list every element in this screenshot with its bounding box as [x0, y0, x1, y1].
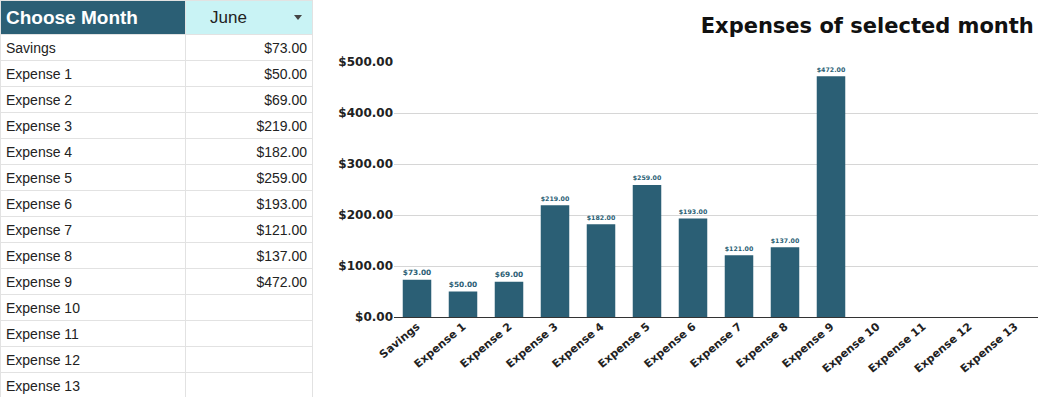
- html-text:Expense 4: Expense 4: [6, 143, 73, 160]
- svg-text:$500.00: $500.00: [338, 55, 393, 69]
- svg-text:Expense 2: Expense 2: [458, 320, 515, 371]
- html-text:Expense 5: Expense 5: [6, 169, 73, 186]
- svg-text:Expense 8: Expense 8: [734, 320, 791, 371]
- svg-text:Expenses of selected month: Expenses of selected month: [701, 14, 1034, 38]
- html-text:Expense 7: Expense 7: [6, 221, 73, 238]
- svg-text:$100.00: $100.00: [338, 259, 393, 273]
- html-text:Expense 1: Expense 1: [6, 65, 73, 82]
- html-text:$182.00: $182.00: [256, 143, 307, 160]
- svg-text:Expense 4: Expense 4: [550, 320, 607, 371]
- svg-text:$193.00: $193.00: [679, 208, 708, 215]
- html-text:Expense 12: Expense 12: [6, 351, 80, 368]
- svg-text:$200.00: $200.00: [338, 208, 393, 222]
- html-text:Expense 6: Expense 6: [6, 195, 73, 212]
- svg-text:$182.00: $182.00: [587, 214, 616, 221]
- svg-text:Savings: Savings: [377, 320, 423, 361]
- svg-text:Expense 6: Expense 6: [642, 320, 699, 371]
- html-text:Choose Month: Choose Month: [6, 6, 138, 28]
- html-text:$50.00: $50.00: [264, 65, 307, 82]
- svg-text:Expense 11: Expense 11: [866, 320, 929, 376]
- svg-text:$121.00: $121.00: [725, 245, 754, 252]
- html-text:$259.00: $259.00: [256, 169, 307, 186]
- html-text:$193.00: $193.00: [256, 195, 307, 212]
- svg-text:Expense 7: Expense 7: [688, 320, 745, 371]
- html-text:$121.00: $121.00: [256, 221, 307, 238]
- svg-text:$472.00: $472.00: [817, 66, 846, 73]
- html-text:June: June: [210, 7, 247, 27]
- html-text:$137.00: $137.00: [256, 247, 307, 264]
- svg-text:$400.00: $400.00: [338, 106, 393, 120]
- html-text:Expense 2: Expense 2: [6, 91, 73, 108]
- svg-text:$259.00: $259.00: [633, 174, 662, 181]
- html-text:$69.00: $69.00: [264, 91, 307, 108]
- svg-text:Expense 5: Expense 5: [596, 320, 653, 371]
- html-text:Expense 8: Expense 8: [6, 247, 73, 264]
- html-text:Expense 9: Expense 9: [6, 273, 73, 290]
- svg-text:Expense 12: Expense 12: [912, 320, 975, 376]
- svg-text:Expense 10: Expense 10: [820, 320, 883, 376]
- html-text:$73.00: $73.00: [264, 39, 307, 56]
- svg-text:$137.00: $137.00: [771, 237, 800, 244]
- svg-text:$69.00: $69.00: [495, 270, 523, 279]
- html-text:$472.00: $472.00: [256, 273, 307, 290]
- html-text:$219.00: $219.00: [256, 117, 307, 134]
- svg-text:$73.00: $73.00: [403, 268, 431, 277]
- svg-text:Expense 9: Expense 9: [780, 320, 837, 371]
- svg-text:$50.00: $50.00: [449, 280, 477, 289]
- svg-text:$300.00: $300.00: [338, 157, 393, 171]
- html-text:Expense 3: Expense 3: [6, 117, 73, 134]
- svg-text:$219.00: $219.00: [541, 195, 570, 202]
- svg-text:Expense 1: Expense 1: [412, 320, 469, 371]
- svg-text:Expense 13: Expense 13: [958, 320, 1021, 376]
- html-text:Expense 13: Expense 13: [6, 377, 80, 394]
- html-text:Savings: Savings: [6, 39, 56, 56]
- svg-text:$0.00: $0.00: [355, 310, 393, 324]
- html-text:Expense 10: Expense 10: [6, 299, 80, 316]
- svg-text:Expense 3: Expense 3: [504, 320, 561, 371]
- html-text:Expense 11: Expense 11: [6, 325, 79, 342]
